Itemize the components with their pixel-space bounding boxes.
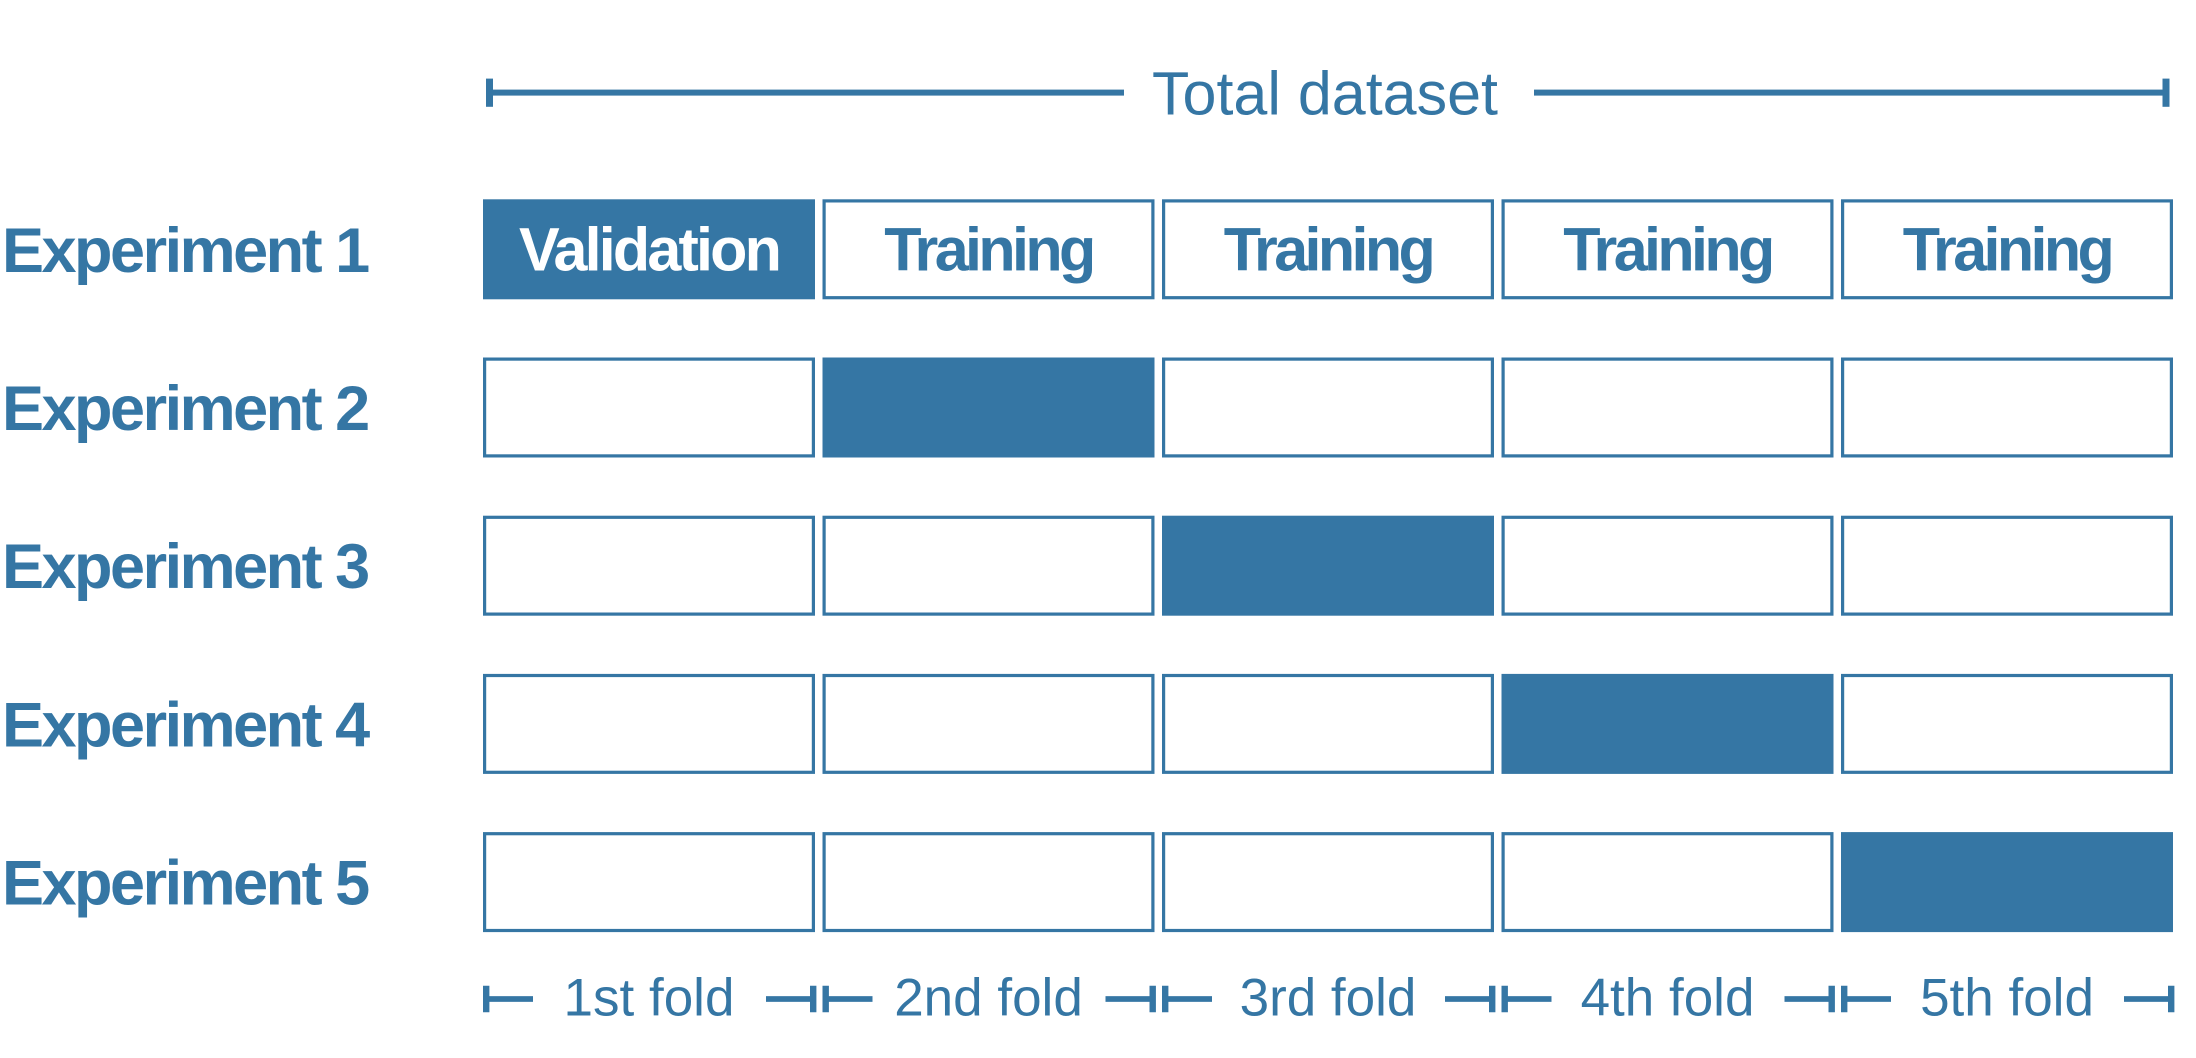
svg-text:Experiment 1: Experiment 1 xyxy=(2,216,369,286)
svg-text:4th fold: 4th fold xyxy=(1581,969,1755,1028)
svg-text:Validation: Validation xyxy=(519,215,779,283)
svg-text:Total dataset: Total dataset xyxy=(1152,60,1498,128)
svg-text:Training: Training xyxy=(1563,215,1772,283)
svg-text:Training: Training xyxy=(884,215,1093,283)
svg-text:Training: Training xyxy=(1224,215,1433,283)
svg-text:Experiment 3: Experiment 3 xyxy=(2,532,368,602)
svg-text:Experiment 4: Experiment 4 xyxy=(2,690,370,760)
svg-text:3rd fold: 3rd fold xyxy=(1240,969,1417,1028)
svg-text:2nd fold: 2nd fold xyxy=(894,969,1083,1028)
svg-text:Experiment 5: Experiment 5 xyxy=(2,849,369,919)
svg-text:5th fold: 5th fold xyxy=(1920,969,2094,1028)
svg-text:Training: Training xyxy=(1903,215,2112,283)
svg-text:1st fold: 1st fold xyxy=(564,969,735,1028)
svg-text:Experiment 2: Experiment 2 xyxy=(2,374,368,444)
